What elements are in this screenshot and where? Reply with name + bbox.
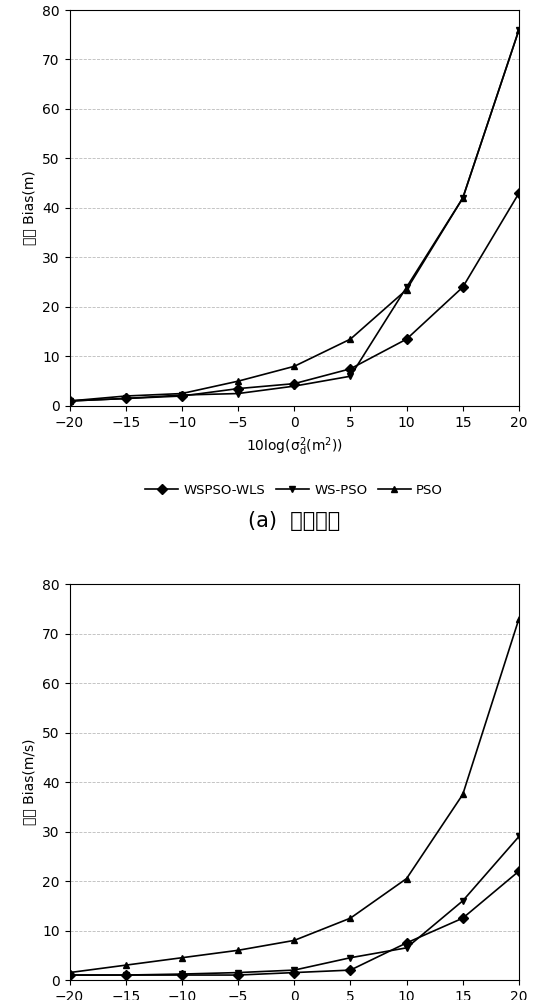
PSO [66,967,73,979]
Line: WSPSO-WLS: WSPSO-WLS [66,868,522,979]
PSO [347,912,354,924]
WSPSO-WLS [179,390,185,402]
PSO [179,388,185,400]
PSO [235,375,241,387]
WSPSO-WLS [66,395,73,407]
Line: WSPSO: WSPSO [66,833,522,979]
WSPSO-WLS [179,969,185,981]
WSPSO [516,830,522,842]
WSPSO [403,942,410,954]
PSO [66,395,73,407]
WSPSO-WLS [347,363,354,375]
WSPSO-WLS [291,378,297,390]
WSPSO [460,895,466,907]
WSPSO-WLS [291,967,297,979]
WSPSO-WLS [460,281,466,293]
PSO [516,24,522,36]
Line: PSO: PSO [66,615,522,976]
PSO [403,284,410,296]
PSO [291,934,297,946]
WS-PSO [291,380,297,392]
WSPSO [179,968,185,980]
WSPSO [123,969,129,981]
WSPSO-WLS [235,383,241,395]
X-axis label: $\mathrm{10log(\sigma_d^2(m^2))}$: $\mathrm{10log(\sigma_d^2(m^2))}$ [246,435,343,458]
WSPSO-WLS [235,969,241,981]
WS-PSO [66,395,73,407]
PSO [179,952,185,964]
PSO [460,788,466,800]
PSO [235,944,241,956]
WSPSO [235,967,241,979]
WS-PSO [235,388,241,400]
PSO [123,959,129,971]
Legend: WSPSO-WLS, WS-PSO, PSO: WSPSO-WLS, WS-PSO, PSO [146,484,443,497]
PSO [291,360,297,372]
PSO [347,333,354,345]
PSO [516,613,522,625]
Line: WSPSO-WLS: WSPSO-WLS [66,190,522,404]
WS-PSO [179,389,185,401]
PSO [403,873,410,885]
WSPSO [66,969,73,981]
Y-axis label: 速度 Bias(m/s): 速度 Bias(m/s) [22,739,36,825]
Line: PSO: PSO [66,26,522,404]
PSO [460,192,466,204]
WSPSO-WLS [516,865,522,877]
WS-PSO [460,192,466,204]
WS-PSO [516,24,522,36]
WSPSO-WLS [123,392,129,404]
Y-axis label: 位置 Bias(m): 位置 Bias(m) [22,171,36,245]
WS-PSO [347,370,354,382]
WSPSO-WLS [403,937,410,949]
WS-PSO [403,281,410,293]
WSPSO-WLS [123,969,129,981]
WSPSO-WLS [347,964,354,976]
PSO [123,390,129,402]
WS-PSO [123,392,129,404]
WSPSO-WLS [66,969,73,981]
WSPSO-WLS [516,187,522,199]
Line: WS-PSO: WS-PSO [66,26,522,404]
WSPSO [347,952,354,964]
WSPSO [291,964,297,976]
WSPSO-WLS [403,333,410,345]
Text: (a)  位置偏差: (a) 位置偏差 [248,511,340,531]
WSPSO-WLS [460,912,466,924]
